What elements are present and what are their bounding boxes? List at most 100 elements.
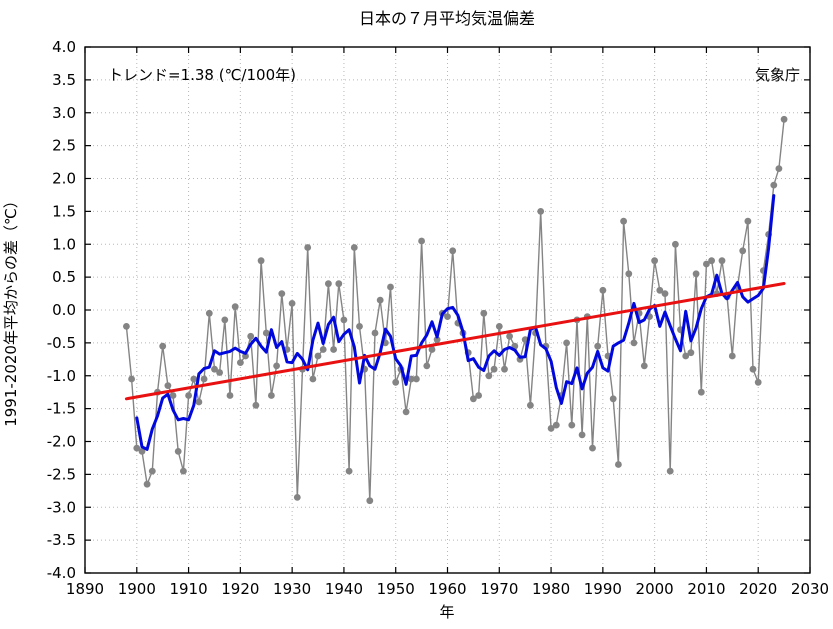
annual-data-point bbox=[257, 257, 265, 265]
annual-data-point bbox=[703, 260, 710, 268]
annual-data-point bbox=[744, 217, 752, 225]
annual-data-point bbox=[547, 425, 555, 432]
annual-data-point bbox=[495, 323, 503, 330]
annual-data-point bbox=[615, 461, 622, 468]
annual-data-point bbox=[221, 316, 229, 324]
x-tick-label: 1930 bbox=[273, 580, 311, 598]
annual-data-point bbox=[185, 392, 193, 399]
y-tick-label: 2.5 bbox=[52, 137, 76, 155]
annual-data-point bbox=[268, 392, 275, 399]
annual-data-point bbox=[718, 257, 726, 265]
annual-data-point bbox=[625, 270, 633, 278]
annual-data-point bbox=[651, 257, 658, 265]
trend-annotation: トレンド=1.38 (℃/100年) bbox=[108, 66, 296, 84]
annual-data-point bbox=[687, 349, 695, 357]
y-tick-label: -0.5 bbox=[47, 334, 76, 352]
annual-data-point bbox=[350, 244, 358, 251]
annual-data-point bbox=[164, 382, 172, 389]
annual-data-point bbox=[190, 375, 198, 383]
y-tick-label: -2.0 bbox=[47, 433, 76, 451]
y-axis-label: 1991-2020年平均からの差（℃） bbox=[2, 193, 20, 427]
x-tick-label: 2010 bbox=[687, 580, 725, 598]
annual-data-point bbox=[775, 165, 783, 173]
annual-data-point bbox=[376, 296, 384, 304]
annual-data-point bbox=[345, 467, 353, 475]
annual-data-point bbox=[754, 378, 762, 386]
x-tick-label: 1920 bbox=[221, 580, 259, 598]
annual-data-point bbox=[278, 290, 286, 297]
y-tick-label: -1.0 bbox=[47, 367, 76, 385]
annual-data-point bbox=[304, 244, 312, 251]
annual-data-point bbox=[537, 208, 545, 215]
annual-data-point bbox=[640, 362, 648, 370]
annual-data-point bbox=[449, 247, 457, 255]
annual-data-point bbox=[692, 270, 700, 278]
y-tick-label: -3.0 bbox=[47, 498, 76, 516]
annual-data-point bbox=[433, 336, 441, 343]
annual-data-point bbox=[697, 388, 705, 396]
x-tick-label: 1970 bbox=[480, 580, 518, 598]
annual-data-point bbox=[682, 352, 690, 360]
plot-area: 1890 1900 1910 1920 1930 1940 1950 1960 1970 1980… bbox=[47, 38, 829, 598]
chart-title: 日本の７月平均気温偏差 bbox=[359, 9, 535, 28]
y-tick-label: 0.0 bbox=[52, 301, 76, 319]
annual-data-point bbox=[330, 346, 337, 353]
y-tick-label: 1.5 bbox=[52, 202, 76, 220]
trend-line bbox=[124, 282, 786, 401]
annual-data-point bbox=[309, 375, 317, 383]
agency-label: 気象庁 bbox=[755, 66, 800, 84]
annual-data-point bbox=[594, 342, 602, 350]
annual-data-point bbox=[319, 346, 327, 353]
annual-data-point bbox=[589, 444, 596, 452]
annual-data-point bbox=[620, 217, 627, 225]
annual-data-point bbox=[402, 408, 410, 416]
annual-data-point bbox=[423, 362, 431, 370]
annual-data-point bbox=[739, 247, 747, 255]
annual-data-point bbox=[195, 398, 203, 406]
x-tick-label: 1890 bbox=[66, 580, 104, 598]
annual-data-point bbox=[480, 309, 488, 317]
running-mean-line bbox=[135, 194, 776, 451]
annual-series-line bbox=[125, 119, 785, 501]
annual-data-point bbox=[728, 352, 736, 360]
annual-data-point bbox=[630, 339, 638, 347]
annual-data-point bbox=[314, 352, 322, 360]
x-tick-label: 1900 bbox=[118, 580, 156, 598]
annual-data-point bbox=[252, 401, 260, 409]
annual-data-point bbox=[211, 365, 218, 373]
annual-data-point bbox=[485, 372, 493, 380]
annual-data-point bbox=[371, 329, 379, 337]
x-tick-label: 1910 bbox=[169, 580, 207, 598]
y-tick-label: 4.0 bbox=[52, 38, 76, 56]
annual-data-point bbox=[226, 392, 234, 399]
y-tick-label: 2.0 bbox=[52, 170, 76, 188]
annual-data-point bbox=[501, 365, 508, 373]
annual-data-point bbox=[563, 339, 570, 347]
annual-data-point bbox=[708, 257, 715, 265]
y-tick-label: 3.0 bbox=[52, 104, 76, 122]
annual-data-point bbox=[672, 240, 679, 248]
annual-data-point bbox=[174, 448, 182, 455]
annual-data-point bbox=[340, 316, 348, 324]
annual-data-point bbox=[148, 467, 156, 475]
x-tick-label: 1940 bbox=[325, 580, 363, 598]
annual-data-point bbox=[293, 494, 301, 501]
annual-data-point bbox=[428, 346, 436, 353]
x-tick-label: 1950 bbox=[377, 580, 415, 598]
annual-data-point bbox=[444, 313, 451, 320]
annual-data-point bbox=[335, 280, 343, 288]
annual-data-point bbox=[356, 323, 363, 330]
x-tick-label: 2020 bbox=[739, 580, 777, 598]
annual-data-point bbox=[490, 365, 498, 373]
annual-data-point bbox=[609, 395, 617, 403]
annual-data-point bbox=[527, 401, 534, 409]
annual-data-point bbox=[392, 378, 400, 386]
annual-data-point bbox=[470, 395, 477, 403]
annual-data-point bbox=[666, 467, 674, 475]
plot-frame bbox=[84, 46, 811, 574]
y-tick-label: -1.5 bbox=[47, 400, 76, 418]
annual-data-point bbox=[273, 362, 280, 370]
x-tick-label: 1960 bbox=[428, 580, 466, 598]
annual-data-point bbox=[216, 369, 224, 376]
